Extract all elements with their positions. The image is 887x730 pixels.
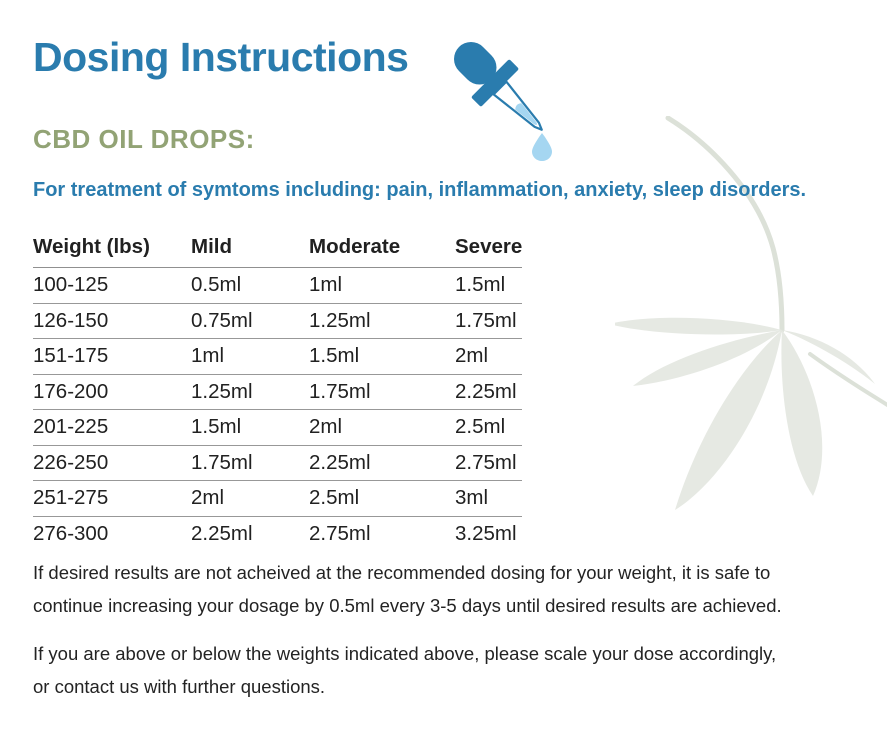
table-cell: 2.5ml [309,486,360,510]
table-cell: 1.75ml [455,308,517,332]
table-cell: 201-225 [33,415,109,439]
dropper-bulb [454,42,497,85]
table-header-row: Weight (lbs) Mild Moderate Severe [33,227,522,268]
table-cell: 276-300 [33,521,109,545]
liquid-drop [532,133,552,161]
table-row: 226-250 1.75ml 2.25ml 2.75ml [33,446,522,481]
table-cell: 2.25ml [455,379,517,403]
table-cell: 1ml [309,273,343,297]
table-cell: 1.25ml [309,308,371,332]
section-heading: CBD OIL DROPS: [33,124,255,154]
table-cell: 2ml [191,486,225,510]
table-cell: 3ml [455,486,489,510]
table-cell: 2.25ml [309,450,371,474]
table-cell: 0.5ml [191,273,242,297]
table-cell: 151-175 [33,344,109,368]
leaf-stem-right [808,352,887,408]
table-body: 100-125 0.5ml 1ml 1.5ml 126-150 0.75ml 1.25ml 1… [33,268,522,551]
table-cell: 100-125 [33,273,109,297]
table-row: 276-300 2.25ml 2.75ml 3.25ml [33,517,522,552]
table-cell: 1.5ml [309,344,360,368]
leaf-stem [665,116,785,333]
dosing-table: Weight (lbs) Mild Moderate Severe 100-125 0.… [33,227,522,551]
column-header: Severe [455,235,523,258]
table-cell: 251-275 [33,486,109,510]
page-title: Dosing Instructions [33,34,409,80]
table-cell: 0.75ml [191,308,253,332]
table-cell: 2.25ml [191,521,253,545]
table-cell: 1ml [191,344,225,368]
note-weight-scaling: If you are above or below the weights in… [33,643,777,697]
hemp-leaf-watermark [615,116,887,510]
table-cell: 176-200 [33,379,109,403]
table-cell: 2ml [309,415,343,439]
dropper-icon [454,42,552,161]
table-cell: 3.25ml [455,521,517,545]
table-cell: 2.75ml [309,521,371,545]
table-row: 201-225 1.5ml 2ml 2.5ml [33,410,522,446]
table-cell: 2ml [455,344,489,368]
table-cell: 2.75ml [455,450,517,474]
table-cell: 1.5ml [455,273,506,297]
table-cell: 2.5ml [455,415,506,439]
column-header: Weight (lbs) [33,235,150,258]
table-cell: 126-150 [33,308,109,332]
table-cell: 226-250 [33,450,109,474]
note-dosage-increase: If desired results are not acheived at t… [33,562,782,616]
table-row: 176-200 1.25ml 1.75ml 2.25ml [33,375,522,410]
table-cell: 1.25ml [191,379,253,403]
leaf-leaflets [615,317,875,510]
dropper-liquid [515,103,537,125]
table-row: 126-150 0.75ml 1.25ml 1.75ml [33,304,522,339]
treatment-line: For treatment of symtoms including: pain… [33,179,807,201]
table-row: 251-275 2ml 2.5ml 3ml [33,481,522,517]
table-cell: 1.5ml [191,415,242,439]
table-row: 100-125 0.5ml 1ml 1.5ml [33,268,522,304]
dropper-collar [471,59,519,107]
table-cell: 1.75ml [191,450,253,474]
table-cell: 1.75ml [309,379,371,403]
table-row: 151-175 1ml 1.5ml 2ml [33,339,522,375]
column-header: Moderate [309,235,401,258]
column-header: Mild [191,235,232,258]
